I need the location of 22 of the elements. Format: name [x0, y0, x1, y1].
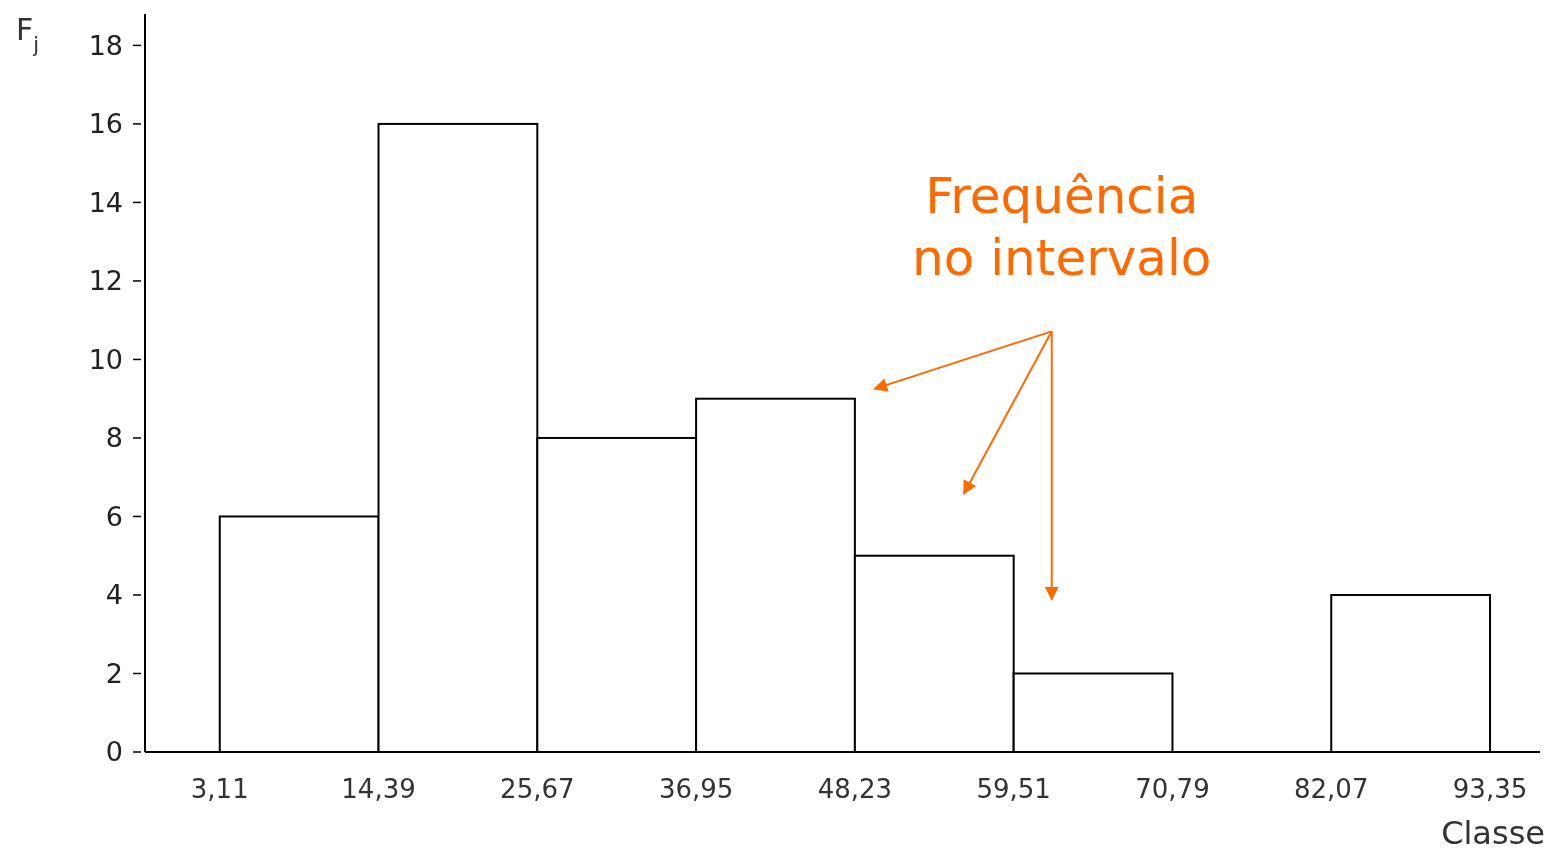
y-tick-label: 6	[105, 500, 123, 532]
x-tick-label: 36,95	[658, 774, 734, 804]
annotation: Frequência no intervalo	[912, 167, 1212, 288]
x-tick-label: 3,11	[190, 774, 249, 804]
y-tick-label: 18	[88, 29, 123, 61]
x-tick-label: 14,39	[341, 774, 416, 804]
x-tick-label: 59,51	[976, 774, 1051, 804]
y-tick-label: 16	[88, 108, 123, 140]
y-tick-label: 4	[105, 579, 123, 611]
y-tick-label: 2	[105, 657, 123, 689]
x-tick-label: 93,35	[1452, 774, 1528, 804]
x-tick-label: 82,07	[1294, 774, 1369, 804]
y-axis-title: F$_{j}$	[16, 12, 40, 57]
y-tick-label: 8	[105, 422, 123, 454]
y-tick-label: 14	[88, 186, 123, 218]
y-tick-label: 10	[88, 343, 123, 375]
y-tick-label: 0	[105, 736, 123, 768]
x-tick-label: 25,67	[500, 774, 575, 804]
x-tick-label: 48,23	[817, 774, 893, 804]
x-tick-label: 70,79	[1135, 774, 1210, 804]
x-axis-title: Classe	[1441, 814, 1545, 852]
y-tick-label: 12	[88, 265, 123, 297]
